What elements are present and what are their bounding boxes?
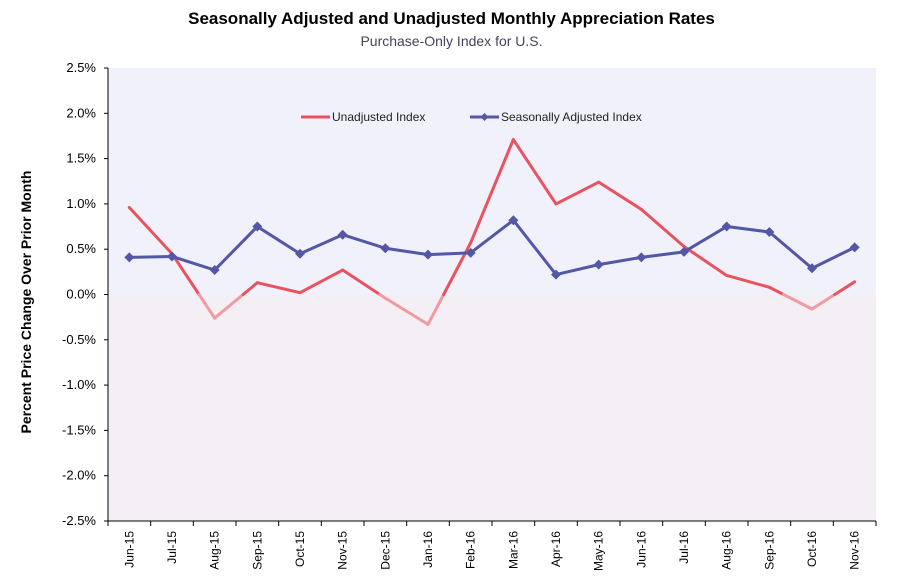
unadjusted-line-segment — [469, 138, 515, 245]
unadjusted-line-segment — [442, 241, 473, 296]
axes: 2.5% 2.0% 1.5% 1.0% 0.5% 0.0% -0.5% -1.0% -1.5% -… — [62, 60, 877, 571]
x-tick-label: Jul-15 — [165, 531, 179, 564]
legend-label-adjusted: Seasonally Adjusted Index — [501, 110, 642, 124]
unadjusted-line-segment — [426, 293, 446, 326]
adjusted-point — [807, 263, 817, 274]
x-tick-label: Feb-16 — [464, 531, 478, 569]
adjusted-point — [551, 269, 561, 280]
adjusted-point — [508, 215, 519, 226]
adjusted-point — [636, 252, 647, 263]
x-tick-label: Oct-15 — [293, 531, 307, 567]
y-tick-label: 1.5% — [66, 151, 96, 166]
adjusted-point — [380, 243, 391, 254]
unadjusted-line-segment — [554, 180, 601, 206]
x-tick-label: Dec-15 — [378, 531, 392, 570]
unadjusted-line-segment — [341, 268, 382, 296]
adjusted-point — [679, 246, 689, 257]
y-tick-label: -2.0% — [62, 468, 96, 483]
unadjusted-line-segment — [127, 206, 174, 256]
x-tick-label: Aug-15 — [208, 531, 222, 570]
x-tick-label: Jul-16 — [677, 531, 691, 564]
y-tick-label: 0.5% — [66, 241, 96, 256]
adjusted-point — [849, 242, 860, 253]
unadjusted-line-segment — [833, 280, 857, 296]
series-seasonally-adjusted — [124, 215, 860, 280]
y-tick-label: -1.0% — [62, 377, 96, 392]
unadjusted-line-segment — [725, 273, 771, 289]
y-tick-label: -2.5% — [62, 513, 96, 528]
adjusted-point — [209, 265, 220, 276]
legend-marker-adjusted — [480, 113, 489, 121]
x-tick-label: Jun-15 — [122, 531, 136, 568]
x-tick-label: Oct-16 — [805, 531, 819, 567]
x-tick-label: Apr-16 — [549, 531, 563, 567]
legend-label-unadjusted: Unadjusted Index — [332, 110, 425, 124]
unadjusted-line-segment — [241, 281, 259, 296]
legend: Unadjusted Index Seasonally Adjusted Inde… — [301, 110, 642, 124]
y-tick-label: 2.0% — [66, 105, 96, 120]
adjusted-point — [465, 247, 476, 258]
adjusted-point — [167, 251, 177, 262]
unadjusted-line-segment — [383, 296, 430, 326]
unadjusted-line-segment — [782, 293, 814, 311]
x-tick-label: Jan-16 — [421, 531, 435, 568]
adjusted-line — [129, 218, 856, 277]
plot-background-positive — [108, 68, 876, 295]
x-tick-label: Sep-15 — [250, 531, 264, 570]
adjusted-point — [252, 221, 263, 232]
unadjusted-line-segment — [511, 138, 558, 206]
unadjusted-line-segment — [298, 268, 345, 295]
y-tick-label: 0.0% — [66, 287, 96, 302]
adjusted-point — [124, 252, 135, 263]
y-tick-label: -0.5% — [62, 332, 96, 347]
x-tick-label: Jun-16 — [634, 531, 648, 568]
adjusted-point — [423, 249, 433, 260]
series-unadjusted — [127, 138, 857, 326]
chart-title: Seasonally Adjusted and Unadjusted Month… — [188, 9, 715, 28]
unadjusted-line-segment — [810, 293, 837, 311]
unadjusted-line-segment — [597, 180, 643, 211]
unadjusted-line-segment — [767, 285, 786, 296]
chart-subtitle: Purchase-Only Index for U.S. — [360, 33, 543, 49]
x-tick-label: Nov-16 — [848, 531, 862, 570]
adjusted-point — [721, 221, 732, 232]
unadjusted-line-segment — [682, 244, 729, 277]
x-tick-label: Nov-15 — [336, 531, 350, 570]
adjusted-point — [337, 229, 348, 240]
x-tick-label: Aug-16 — [720, 531, 734, 570]
y-tick-label: -1.5% — [62, 422, 96, 437]
y-tick-label: 1.0% — [66, 196, 96, 211]
x-tick-label: Mar-16 — [506, 531, 520, 569]
adjusted-point — [593, 259, 604, 270]
y-tick-label: 2.5% — [66, 60, 96, 75]
x-tick-label: May-16 — [592, 531, 606, 571]
unadjusted-line-segment — [213, 293, 245, 320]
unadjusted-line-segment — [639, 207, 686, 248]
series-layer — [124, 138, 860, 326]
adjusted-point — [764, 226, 775, 237]
unadjusted-line-segment — [170, 252, 201, 296]
plot-background-negative — [108, 294, 876, 521]
adjusted-point — [295, 248, 305, 259]
unadjusted-line-segment — [197, 293, 217, 320]
x-tick-label: Sep-16 — [762, 531, 776, 570]
unadjusted-line-segment — [255, 281, 302, 295]
